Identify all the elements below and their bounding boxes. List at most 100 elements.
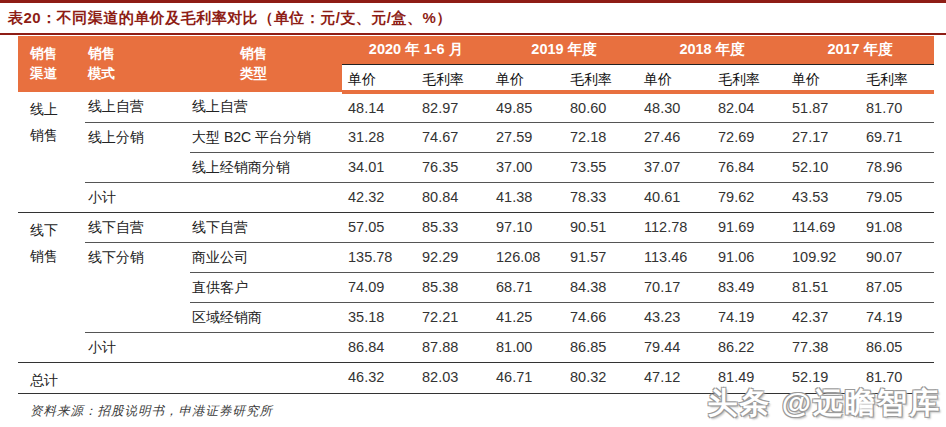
value-cell: 42.37 bbox=[786, 302, 860, 332]
period-header-2019: 2019 年度 bbox=[490, 36, 638, 64]
value-cell: 90.51 bbox=[564, 212, 638, 242]
type-cell: 线上经销商分销 bbox=[190, 152, 342, 182]
table-row: 线下 销售 线下自营 线下自营 57.05 85.33 97.10 90.51 … bbox=[18, 212, 934, 242]
value-cell: 74.19 bbox=[860, 302, 934, 332]
data-table: 销售 渠道 销售 模式 销售 类型 2020 年 1-6 月 2019 年度 2… bbox=[18, 36, 934, 394]
table-title: 表20：不同渠道的单价及毛利率对比（单位：元/支、元/盒、%） bbox=[0, 3, 946, 33]
value-cell: 126.08 bbox=[490, 242, 564, 272]
value-cell: 79.05 bbox=[860, 182, 934, 212]
table-row: 线上分销 大型 B2C 平台分销 31.28 74.67 27.59 72.18… bbox=[18, 122, 934, 152]
value-cell: 37.00 bbox=[490, 152, 564, 182]
value-cell: 31.28 bbox=[342, 122, 416, 152]
subtotal-label-cell: 小计 bbox=[85, 182, 342, 212]
value-cell: 82.03 bbox=[416, 362, 490, 393]
value-cell: 90.07 bbox=[860, 242, 934, 272]
value-cell: 48.14 bbox=[342, 92, 416, 122]
value-cell: 114.69 bbox=[786, 212, 860, 242]
value-cell: 37.07 bbox=[638, 152, 712, 182]
value-cell: 97.10 bbox=[490, 212, 564, 242]
subtotal-label-cell: 小计 bbox=[85, 332, 342, 362]
total-label-cell: 总计 bbox=[18, 362, 342, 393]
value-cell: 40.61 bbox=[638, 182, 712, 212]
value-cell: 41.38 bbox=[490, 182, 564, 212]
value-cell: 74.19 bbox=[712, 302, 786, 332]
value-cell: 135.78 bbox=[342, 242, 416, 272]
value-cell: 27.17 bbox=[786, 122, 860, 152]
period-header-2020: 2020 年 1-6 月 bbox=[342, 36, 490, 64]
value-cell: 35.18 bbox=[342, 302, 416, 332]
type-cell: 直供客户 bbox=[190, 272, 342, 302]
mode-cell: 线上自营 bbox=[85, 92, 190, 122]
channel-cell: 线上 销售 bbox=[18, 92, 85, 212]
value-cell: 86.05 bbox=[860, 332, 934, 362]
value-cell: 91.06 bbox=[712, 242, 786, 272]
value-cell: 72.69 bbox=[712, 122, 786, 152]
table-row: 小计 86.84 87.88 81.00 86.85 79.44 86.22 7… bbox=[18, 332, 934, 362]
value-cell: 72.18 bbox=[564, 122, 638, 152]
value-cell: 68.71 bbox=[490, 272, 564, 302]
value-cell: 78.96 bbox=[860, 152, 934, 182]
value-cell: 76.35 bbox=[416, 152, 490, 182]
value-cell: 34.01 bbox=[342, 152, 416, 182]
value-cell: 76.84 bbox=[712, 152, 786, 182]
header-row-periods: 销售 渠道 销售 模式 销售 类型 2020 年 1-6 月 2019 年度 2… bbox=[18, 36, 934, 64]
value-cell: 86.84 bbox=[342, 332, 416, 362]
value-cell: 82.97 bbox=[416, 92, 490, 122]
type-cell: 线下自营 bbox=[190, 212, 342, 242]
price-header: 单价 bbox=[638, 64, 712, 92]
value-cell: 91.57 bbox=[564, 242, 638, 272]
watermark: 头条 @远瞻智库 bbox=[707, 383, 941, 424]
value-cell: 69.71 bbox=[860, 122, 934, 152]
value-cell: 43.53 bbox=[786, 182, 860, 212]
col-header-type: 销售 类型 bbox=[190, 36, 342, 92]
value-cell: 82.04 bbox=[712, 92, 786, 122]
value-cell: 80.84 bbox=[416, 182, 490, 212]
value-cell: 86.85 bbox=[564, 332, 638, 362]
type-cell: 线上自营 bbox=[190, 92, 342, 122]
value-cell: 27.59 bbox=[490, 122, 564, 152]
value-cell: 42.32 bbox=[342, 182, 416, 212]
col-header-channel: 销售 渠道 bbox=[18, 36, 85, 92]
value-cell: 74.67 bbox=[416, 122, 490, 152]
value-cell: 81.51 bbox=[786, 272, 860, 302]
period-header-2017: 2017 年度 bbox=[786, 36, 934, 64]
value-cell: 80.32 bbox=[564, 362, 638, 393]
value-cell: 46.71 bbox=[490, 362, 564, 393]
type-cell: 区域经销商 bbox=[190, 302, 342, 332]
value-cell: 48.30 bbox=[638, 92, 712, 122]
price-header: 单价 bbox=[786, 64, 860, 92]
value-cell: 51.87 bbox=[786, 92, 860, 122]
mode-cell: 线上分销 bbox=[85, 122, 190, 182]
table-row: 线上 销售 线上自营 线上自营 48.14 82.97 49.85 80.60 … bbox=[18, 92, 934, 122]
value-cell: 72.21 bbox=[416, 302, 490, 332]
value-cell: 112.78 bbox=[638, 212, 712, 242]
value-cell: 79.62 bbox=[712, 182, 786, 212]
price-header: 单价 bbox=[490, 64, 564, 92]
value-cell: 47.12 bbox=[638, 362, 712, 393]
value-cell: 27.46 bbox=[638, 122, 712, 152]
channel-cell: 线下 销售 bbox=[18, 212, 85, 362]
price-header: 单价 bbox=[342, 64, 416, 92]
type-cell: 大型 B2C 平台分销 bbox=[190, 122, 342, 152]
value-cell: 91.08 bbox=[860, 212, 934, 242]
value-cell: 73.55 bbox=[564, 152, 638, 182]
value-cell: 113.46 bbox=[638, 242, 712, 272]
value-cell: 57.05 bbox=[342, 212, 416, 242]
page: { "title": "表20：不同渠道的单价及毛利率对比（单位：元/支、元/盒… bbox=[0, 0, 946, 427]
table-row: 线下分销 商业公司 135.78 92.29 126.08 91.57 113.… bbox=[18, 242, 934, 272]
title-rule bbox=[0, 33, 946, 35]
value-cell: 92.29 bbox=[416, 242, 490, 272]
value-cell: 74.09 bbox=[342, 272, 416, 302]
margin-header: 毛利率 bbox=[416, 64, 490, 92]
value-cell: 52.10 bbox=[786, 152, 860, 182]
value-cell: 78.33 bbox=[564, 182, 638, 212]
value-cell: 85.38 bbox=[416, 272, 490, 302]
value-cell: 80.60 bbox=[564, 92, 638, 122]
margin-header: 毛利率 bbox=[564, 64, 638, 92]
value-cell: 85.33 bbox=[416, 212, 490, 242]
type-cell: 商业公司 bbox=[190, 242, 342, 272]
value-cell: 77.38 bbox=[786, 332, 860, 362]
value-cell: 87.88 bbox=[416, 332, 490, 362]
value-cell: 46.32 bbox=[342, 362, 416, 393]
value-cell: 70.17 bbox=[638, 272, 712, 302]
